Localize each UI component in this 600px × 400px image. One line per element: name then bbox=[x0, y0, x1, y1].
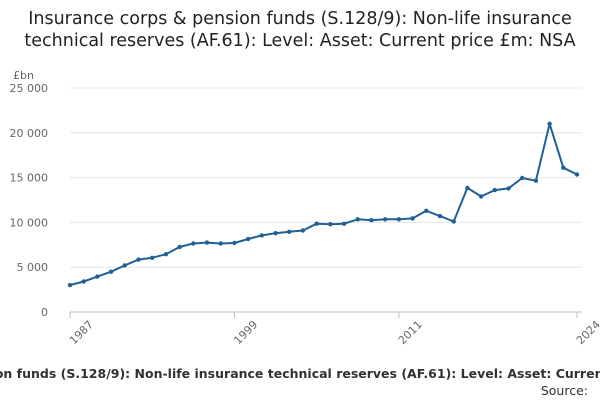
data-point[interactable] bbox=[383, 217, 388, 222]
data-point[interactable] bbox=[122, 263, 128, 268]
data-point[interactable] bbox=[410, 216, 415, 221]
data-point[interactable] bbox=[547, 121, 552, 127]
y-axis-unit-label: £bn bbox=[13, 69, 34, 82]
data-point[interactable] bbox=[451, 219, 456, 224]
y-tick-label: 25 000 bbox=[10, 82, 49, 95]
x-tick-label: 1987 bbox=[67, 318, 96, 347]
data-point[interactable] bbox=[81, 279, 86, 284]
data-point[interactable] bbox=[163, 252, 169, 257]
x-tick-label: 2011 bbox=[396, 318, 425, 347]
data-point[interactable] bbox=[287, 229, 292, 234]
data-point[interactable] bbox=[177, 244, 182, 250]
y-tick-label: 10 000 bbox=[10, 216, 49, 229]
x-tick-label: 1999 bbox=[231, 318, 260, 347]
data-point[interactable] bbox=[150, 255, 155, 260]
data-point[interactable] bbox=[314, 221, 319, 226]
data-point[interactable] bbox=[506, 186, 511, 191]
data-point[interactable] bbox=[437, 213, 443, 219]
data-point[interactable] bbox=[204, 240, 210, 245]
y-tick-label: 0 bbox=[41, 306, 48, 319]
data-point[interactable] bbox=[492, 187, 497, 193]
data-point[interactable] bbox=[136, 257, 141, 262]
y-tick-label: 5 000 bbox=[17, 261, 49, 274]
data-point[interactable] bbox=[574, 172, 580, 177]
data-point[interactable] bbox=[218, 241, 223, 246]
gridlines bbox=[70, 87, 582, 313]
data-point[interactable] bbox=[245, 236, 251, 242]
series-group bbox=[67, 121, 580, 288]
footer-caption-text: Insurance corps & pension funds (S.128/9… bbox=[0, 366, 600, 381]
data-point[interactable] bbox=[191, 241, 196, 246]
y-tick-label: 20 000 bbox=[10, 127, 49, 140]
data-point[interactable] bbox=[341, 221, 347, 226]
data-point[interactable] bbox=[232, 240, 237, 246]
data-point[interactable] bbox=[95, 274, 100, 279]
source-label: Source: bbox=[540, 383, 588, 398]
x-tick-label: 2024 bbox=[574, 318, 600, 347]
data-point[interactable] bbox=[67, 282, 73, 288]
data-point[interactable] bbox=[108, 269, 114, 274]
data-point[interactable] bbox=[355, 217, 360, 222]
data-point[interactable] bbox=[520, 175, 525, 181]
footer-caption: Insurance corps & pension funds (S.128/9… bbox=[0, 366, 600, 384]
series-line bbox=[69, 122, 578, 287]
data-point[interactable] bbox=[424, 208, 429, 213]
chart-title: Insurance corps & pension funds (S.128/9… bbox=[24, 9, 576, 51]
x-axis-ticks: 1987 1999 2011 2024 bbox=[67, 312, 600, 347]
y-tick-label: 15 000 bbox=[10, 172, 49, 185]
data-point[interactable] bbox=[533, 178, 539, 183]
data-point[interactable] bbox=[300, 228, 306, 233]
data-point[interactable] bbox=[465, 185, 470, 191]
data-point[interactable] bbox=[478, 194, 484, 199]
y-axis-ticks: 0 5 000 10 000 15 000 20 000 25 000 bbox=[10, 82, 49, 319]
data-point[interactable] bbox=[273, 231, 278, 236]
data-point[interactable] bbox=[369, 218, 374, 223]
data-point[interactable] bbox=[328, 222, 333, 227]
data-point[interactable] bbox=[396, 217, 402, 222]
data-point[interactable] bbox=[561, 165, 566, 170]
data-point[interactable] bbox=[259, 233, 264, 238]
